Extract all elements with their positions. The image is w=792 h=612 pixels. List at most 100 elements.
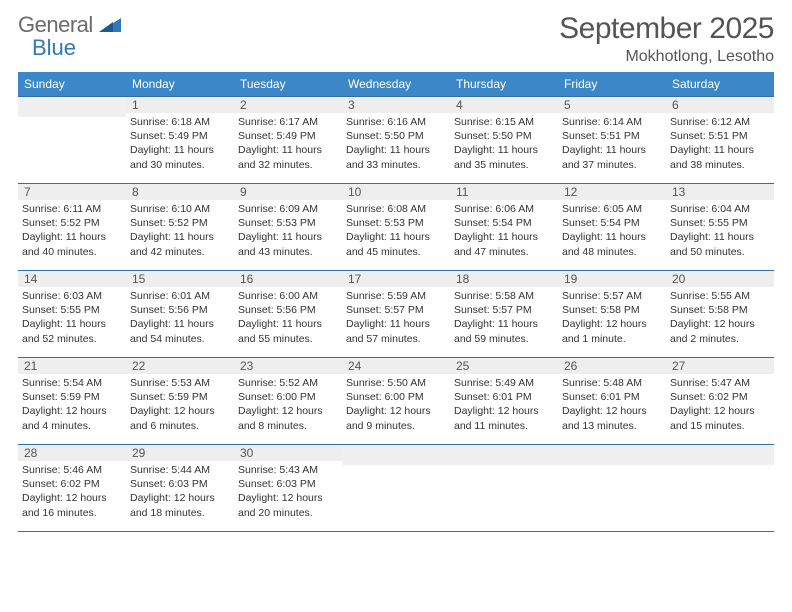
daylight-line-1: Daylight: 12 hours <box>670 317 770 331</box>
day-details: Sunrise: 6:09 AMSunset: 5:53 PMDaylight:… <box>234 200 342 263</box>
daylight-line-1: Daylight: 11 hours <box>454 317 554 331</box>
daylight-line-2: and 35 minutes. <box>454 158 554 172</box>
day-details: Sunrise: 6:04 AMSunset: 5:55 PMDaylight:… <box>666 200 774 263</box>
logo-text-blue: Blue <box>32 35 121 61</box>
day-number: 12 <box>558 184 666 200</box>
daylight-line-1: Daylight: 11 hours <box>130 143 230 157</box>
day-cell <box>558 445 666 532</box>
sunrise-line: Sunrise: 6:08 AM <box>346 202 446 216</box>
day-number: 17 <box>342 271 450 287</box>
daylight-line-1: Daylight: 11 hours <box>454 230 554 244</box>
sunset-line: Sunset: 6:00 PM <box>238 390 338 404</box>
sunrise-line: Sunrise: 5:59 AM <box>346 289 446 303</box>
day-number: 18 <box>450 271 558 287</box>
day-details: Sunrise: 6:16 AMSunset: 5:50 PMDaylight:… <box>342 113 450 176</box>
sunset-line: Sunset: 6:02 PM <box>22 477 122 491</box>
daylight-line-2: and 52 minutes. <box>22 332 122 346</box>
sunset-line: Sunset: 5:56 PM <box>238 303 338 317</box>
day-details: Sunrise: 5:58 AMSunset: 5:57 PMDaylight:… <box>450 287 558 350</box>
daylight-line-2: and 57 minutes. <box>346 332 446 346</box>
day-cell: 19Sunrise: 5:57 AMSunset: 5:58 PMDayligh… <box>558 271 666 358</box>
calendar-page: General Blue September 2025 Mokhotlong, … <box>0 0 792 544</box>
day-cell: 25Sunrise: 5:49 AMSunset: 6:01 PMDayligh… <box>450 358 558 445</box>
daylight-line-2: and 32 minutes. <box>238 158 338 172</box>
daylight-line-1: Daylight: 11 hours <box>670 143 770 157</box>
day-number: 9 <box>234 184 342 200</box>
sunset-line: Sunset: 5:58 PM <box>562 303 662 317</box>
calendar-week-row: 21Sunrise: 5:54 AMSunset: 5:59 PMDayligh… <box>18 358 774 445</box>
day-cell: 8Sunrise: 6:10 AMSunset: 5:52 PMDaylight… <box>126 184 234 271</box>
sunrise-line: Sunrise: 6:17 AM <box>238 115 338 129</box>
daylight-line-2: and 13 minutes. <box>562 419 662 433</box>
day-cell: 24Sunrise: 5:50 AMSunset: 6:00 PMDayligh… <box>342 358 450 445</box>
weekday-header: Wednesday <box>342 72 450 97</box>
daylight-line-1: Daylight: 12 hours <box>22 404 122 418</box>
day-cell: 9Sunrise: 6:09 AMSunset: 5:53 PMDaylight… <box>234 184 342 271</box>
location-label: Mokhotlong, Lesotho <box>559 48 774 66</box>
day-details: Sunrise: 5:57 AMSunset: 5:58 PMDaylight:… <box>558 287 666 350</box>
day-details: Sunrise: 6:08 AMSunset: 5:53 PMDaylight:… <box>342 200 450 263</box>
day-number-bar-empty <box>450 445 558 465</box>
day-number: 26 <box>558 358 666 374</box>
daylight-line-2: and 18 minutes. <box>130 506 230 520</box>
daylight-line-2: and 59 minutes. <box>454 332 554 346</box>
day-cell: 29Sunrise: 5:44 AMSunset: 6:03 PMDayligh… <box>126 445 234 532</box>
day-number: 30 <box>234 445 342 461</box>
sunset-line: Sunset: 6:02 PM <box>670 390 770 404</box>
calendar-week-row: 7Sunrise: 6:11 AMSunset: 5:52 PMDaylight… <box>18 184 774 271</box>
day-number: 20 <box>666 271 774 287</box>
header: General Blue September 2025 Mokhotlong, … <box>18 12 774 66</box>
daylight-line-1: Daylight: 11 hours <box>346 230 446 244</box>
sunrise-line: Sunrise: 5:50 AM <box>346 376 446 390</box>
day-number-bar-empty <box>666 445 774 465</box>
day-cell: 30Sunrise: 5:43 AMSunset: 6:03 PMDayligh… <box>234 445 342 532</box>
daylight-line-1: Daylight: 12 hours <box>22 491 122 505</box>
daylight-line-1: Daylight: 12 hours <box>238 491 338 505</box>
daylight-line-1: Daylight: 11 hours <box>130 230 230 244</box>
daylight-line-1: Daylight: 11 hours <box>238 230 338 244</box>
day-details: Sunrise: 6:12 AMSunset: 5:51 PMDaylight:… <box>666 113 774 176</box>
sunrise-line: Sunrise: 5:44 AM <box>130 463 230 477</box>
daylight-line-1: Daylight: 12 hours <box>562 317 662 331</box>
daylight-line-1: Daylight: 12 hours <box>562 404 662 418</box>
day-number: 13 <box>666 184 774 200</box>
day-number: 11 <box>450 184 558 200</box>
sunset-line: Sunset: 5:58 PM <box>670 303 770 317</box>
day-number: 4 <box>450 97 558 113</box>
day-cell: 23Sunrise: 5:52 AMSunset: 6:00 PMDayligh… <box>234 358 342 445</box>
day-number: 14 <box>18 271 126 287</box>
day-number: 10 <box>342 184 450 200</box>
daylight-line-2: and 37 minutes. <box>562 158 662 172</box>
sunset-line: Sunset: 5:53 PM <box>346 216 446 230</box>
day-cell: 6Sunrise: 6:12 AMSunset: 5:51 PMDaylight… <box>666 97 774 184</box>
sunrise-line: Sunrise: 6:05 AM <box>562 202 662 216</box>
day-details: Sunrise: 5:47 AMSunset: 6:02 PMDaylight:… <box>666 374 774 437</box>
daylight-line-2: and 8 minutes. <box>238 419 338 433</box>
calendar-week-row: 28Sunrise: 5:46 AMSunset: 6:02 PMDayligh… <box>18 445 774 532</box>
daylight-line-1: Daylight: 11 hours <box>238 143 338 157</box>
day-cell <box>342 445 450 532</box>
day-cell: 28Sunrise: 5:46 AMSunset: 6:02 PMDayligh… <box>18 445 126 532</box>
day-number-bar-empty <box>18 97 126 117</box>
day-cell: 3Sunrise: 6:16 AMSunset: 5:50 PMDaylight… <box>342 97 450 184</box>
title-block: September 2025 Mokhotlong, Lesotho <box>559 12 774 66</box>
sunset-line: Sunset: 5:56 PM <box>130 303 230 317</box>
logo-triangle-icon <box>99 18 121 37</box>
daylight-line-2: and 15 minutes. <box>670 419 770 433</box>
sunset-line: Sunset: 5:53 PM <box>238 216 338 230</box>
daylight-line-1: Daylight: 12 hours <box>346 404 446 418</box>
day-details: Sunrise: 5:46 AMSunset: 6:02 PMDaylight:… <box>18 461 126 524</box>
day-cell: 26Sunrise: 5:48 AMSunset: 6:01 PMDayligh… <box>558 358 666 445</box>
day-number: 28 <box>18 445 126 461</box>
daylight-line-2: and 47 minutes. <box>454 245 554 259</box>
day-details: Sunrise: 5:59 AMSunset: 5:57 PMDaylight:… <box>342 287 450 350</box>
daylight-line-1: Daylight: 12 hours <box>238 404 338 418</box>
day-details: Sunrise: 5:50 AMSunset: 6:00 PMDaylight:… <box>342 374 450 437</box>
sunrise-line: Sunrise: 6:09 AM <box>238 202 338 216</box>
sunset-line: Sunset: 5:57 PM <box>346 303 446 317</box>
day-number: 29 <box>126 445 234 461</box>
sunrise-line: Sunrise: 5:57 AM <box>562 289 662 303</box>
sunrise-line: Sunrise: 5:48 AM <box>562 376 662 390</box>
sunrise-line: Sunrise: 6:10 AM <box>130 202 230 216</box>
sunset-line: Sunset: 5:49 PM <box>238 129 338 143</box>
